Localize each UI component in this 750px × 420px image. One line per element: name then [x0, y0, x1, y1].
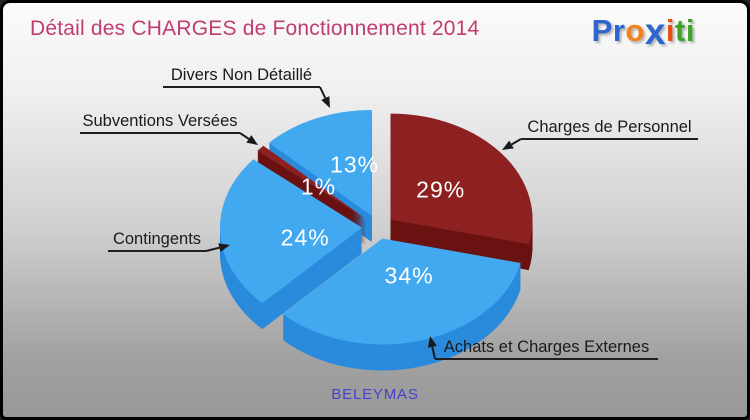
logo-letter: i: [665, 13, 676, 48]
logo-letter: t: [675, 13, 686, 48]
pie-value-label-divers-non-detaille: 13%: [330, 151, 380, 178]
logo-letter: x: [644, 11, 666, 52]
logo-letter: o: [625, 13, 645, 48]
pie-value-label-achats-et-charges-externes: 34%: [384, 262, 434, 289]
logo-letter: i: [685, 13, 695, 48]
callout-arrowhead: [321, 96, 330, 108]
callout-label-charges-de-personnel: Charges de Personnel: [521, 117, 698, 140]
callout-arrow-line: [319, 86, 327, 99]
logo-letter: r: [612, 13, 626, 48]
pie-value-label-contingents: 24%: [280, 224, 330, 251]
pie-slice-divers-non-detaille: [269, 110, 372, 242]
callout-label-divers-non-detaille: Divers Non Détaillé: [163, 65, 320, 88]
callout-arrowhead: [246, 135, 258, 145]
chart-title: Détail des CHARGES de Fonctionnement 201…: [30, 17, 480, 40]
proxiti-logo: Proxiti: [592, 11, 695, 52]
callout-arrow-line: [239, 132, 250, 140]
callout-label-contingents: Contingents: [108, 229, 206, 252]
pie-slice-charges-de-personnel: [390, 113, 533, 271]
pie-value-label-subventions-versees: 1%: [300, 173, 337, 200]
pie-value-label-charges-de-personnel: 29%: [416, 176, 466, 203]
callout-arrow-line: [205, 246, 220, 252]
callout-label-achats-et-charges-externes: Achats et Charges Externes: [435, 337, 658, 360]
callout-arrowhead: [427, 336, 437, 348]
callout-arrow-line: [511, 138, 522, 146]
municipality-label: BELEYMAS: [331, 386, 419, 403]
pie-slice-contingents: [220, 159, 362, 330]
pie-chart: [205, 86, 533, 371]
callout-label-subventions-versees: Subventions Versées: [80, 111, 240, 134]
logo-letter: P: [591, 13, 613, 48]
callout-arrowhead: [502, 140, 514, 150]
callout-arrowhead: [218, 243, 230, 253]
callout-arrow-line: [431, 346, 436, 360]
pie-slice-achats-et-charges-externes: [282, 238, 521, 371]
